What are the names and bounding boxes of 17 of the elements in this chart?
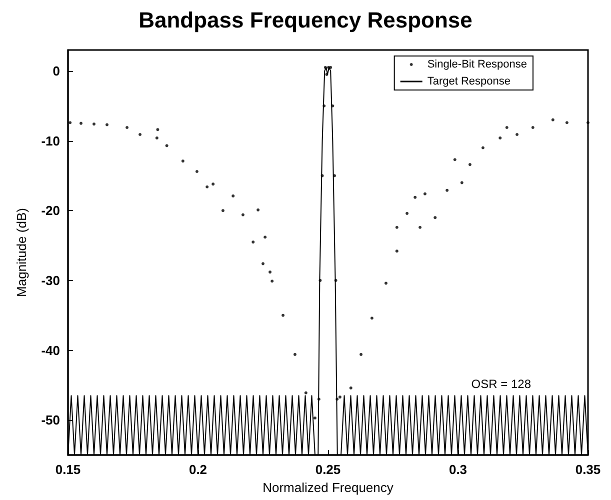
- y-tick-label: -50: [41, 412, 60, 428]
- chart-title: Bandpass Frequency Response: [138, 8, 472, 32]
- legend-label: Single-Bit Response: [427, 58, 528, 70]
- x-tick-label: 0.3: [448, 462, 468, 477]
- y-tick-label: -40: [41, 342, 60, 358]
- y-axis-title: Magnitude (dB): [14, 208, 29, 297]
- x-tick-label: 0.15: [55, 462, 81, 477]
- x-tick-label: 0.25: [315, 462, 341, 477]
- y-tick-label: -10: [41, 133, 60, 148]
- annotation: OSR = 128: [471, 377, 532, 391]
- legend-label: Target Response: [427, 76, 511, 88]
- y-tick-label: -20: [41, 203, 60, 218]
- x-axis-title: Normalized Frequency: [262, 480, 394, 495]
- y-tick-label: -30: [41, 272, 60, 288]
- x-tick-label: 0.35: [575, 462, 601, 477]
- x-tick-label: 0.2: [188, 462, 208, 477]
- y-tick-label: 0: [52, 63, 60, 78]
